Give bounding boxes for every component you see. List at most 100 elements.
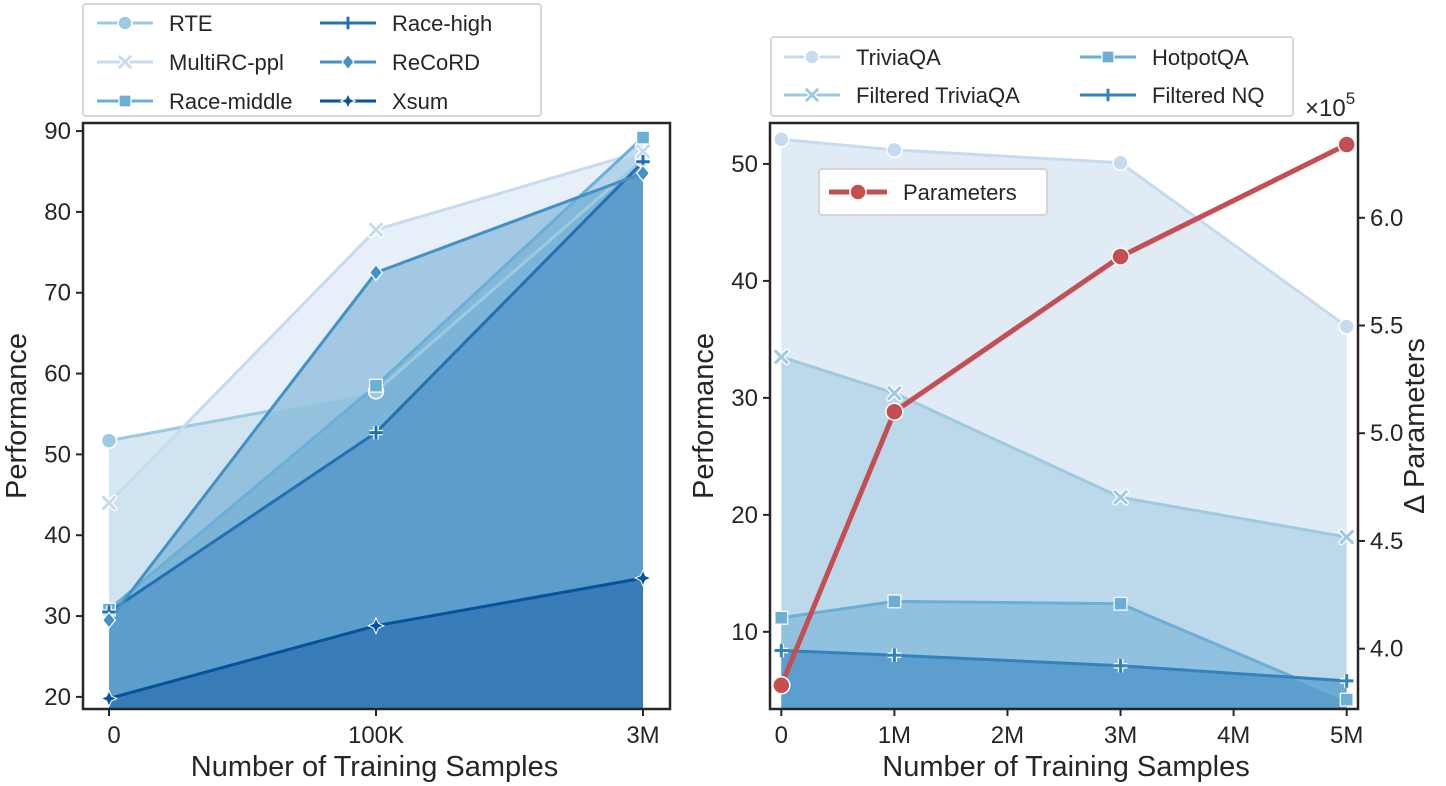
right-marker-filtered-triviaqa-0 (772, 348, 790, 366)
right-xtick-label-5m: 5M (1330, 722, 1363, 749)
left-legend-entry-multirc-ppl: MultiRC-ppl (97, 50, 284, 75)
right-chart: 10 20 30 40 50 4.0 4.5 5.0 5.5 6.0 0 1M 2M 3M 4M 5M Numb… (688, 36, 1431, 783)
right-marker-filtered-nq-3-stroke (1339, 674, 1354, 688)
right-ytick-label-50: 50 (731, 151, 758, 178)
right-marker-parameters-1 (885, 402, 904, 421)
right-parameters-legend: Parameters (818, 168, 1048, 216)
right-line-filtered-nq (781, 649, 1347, 683)
right-marker-parameters-3 (1337, 135, 1356, 154)
right-legend-box (770, 36, 1294, 117)
left-chart: 20 30 40 50 60 70 80 90 0 100K 3M Number of Trainin… (1, 3, 672, 783)
left-area-xsum (109, 578, 643, 709)
right-marker-filtered-nq-1 (887, 648, 902, 662)
left-legend-label-rte: RTE (169, 11, 213, 36)
right-y2-offset-exponent: 5 (1346, 89, 1355, 108)
right-legend-marker-filtered-triviaqa-stroke (805, 88, 819, 102)
right-ytick-label-10: 10 (731, 619, 758, 646)
right-marker-triviaqa-0 (773, 131, 790, 148)
right-y2tick-label-3: 5.5 (1370, 313, 1403, 340)
right-marker-parameters-2 (1111, 247, 1130, 266)
right-legend-marker-parameters (849, 183, 867, 201)
right-parameters-legend-box (818, 168, 1048, 216)
right-legend-entry-filtered-nq: Filtered NQ (1080, 83, 1264, 108)
right-y2-axis-label: Δ Parameters (1399, 338, 1431, 514)
right-marker-hotpotqa-1 (887, 594, 902, 609)
right-marker-filtered-triviaqa-2-stroke (1113, 490, 1128, 505)
left-ytick-label-50: 50 (44, 441, 71, 468)
right-line-filtered-triviaqa (780, 355, 1347, 539)
left-y-axis-label: Performance (1, 333, 33, 499)
right-x-axis-label: Number of Training Samples (882, 751, 1250, 783)
right-marker-triviaqa-2 (1112, 154, 1129, 172)
left-xtick-label-3m: 3M (626, 722, 659, 749)
right-legend-label-hotpotqa: HotpotQA (1152, 45, 1249, 70)
right-marker-filtered-nq-2-stroke (1113, 658, 1128, 673)
left-marker-record-2 (635, 164, 651, 182)
right-marker-triviaqa-3 (1338, 318, 1355, 335)
left-marker-xsum-0 (99, 689, 119, 708)
right-legend-label-parameters: Parameters (903, 180, 1017, 205)
right-legend: TriviaQA Filtered TriviaQA HotpotQA Filtere… (770, 36, 1294, 117)
right-legend-entry-filtered-triviaqa: Filtered TriviaQA (784, 83, 1020, 108)
right-legend-marker-hotpotqa (1101, 50, 1115, 64)
left-marker-multirc-ppl-2-stroke (635, 144, 651, 159)
left-legend-marker-race-high (341, 16, 355, 30)
left-marker-race-high-1 (369, 425, 383, 440)
left-area-record (109, 173, 643, 709)
left-legend-marker-multirc-ppl (117, 54, 133, 70)
right-marker-filtered-triviaqa-1-stroke (887, 386, 902, 401)
left-legend: RTE MultiRC-ppl Race-middle Race-high ReCoRD… (82, 3, 542, 117)
right-marker-hotpotqa-0 (774, 610, 789, 625)
left-marker-multirc-ppl-1 (367, 221, 385, 239)
left-ytick-label-80: 80 (44, 199, 71, 226)
left-xtick-label-100k: 100K (348, 722, 404, 749)
left-ytick-label-90: 90 (44, 118, 71, 145)
left-marker-race-high-1-stroke (369, 425, 383, 440)
right-marker-filtered-nq-3 (1339, 674, 1354, 688)
right-legend-entry-triviaqa: TriviaQA (784, 45, 941, 70)
left-marker-xsum-2 (633, 568, 653, 588)
right-ytick-label-40: 40 (731, 268, 758, 295)
right-ytick-label-30: 30 (731, 385, 758, 412)
right-marker-filtered-nq-2 (1113, 658, 1128, 673)
right-line-triviaqa (781, 137, 1348, 328)
right-plot-frame (768, 121, 1360, 711)
left-marker-race-middle-1 (369, 378, 383, 393)
right-area-filtered-nq (781, 650, 1347, 709)
left-xtick-label-0: 0 (107, 722, 120, 749)
left-legend-label-race-high: Race-high (392, 11, 492, 36)
left-legend-entry-race-middle: Race-middle (97, 89, 293, 114)
right-xtick-label-4m: 4M (1217, 722, 1250, 749)
right-y2-offset-text: ×105 (1305, 89, 1355, 122)
right-y2tick-label-4: 6.0 (1370, 205, 1403, 232)
left-ytick-label-40: 40 (44, 522, 71, 549)
right-line-hotpotqa (781, 599, 1348, 702)
right-y-axis-label: Performance (688, 333, 720, 499)
left-legend-entry-xsum: Xsum (320, 89, 448, 114)
right-legend-label-triviaqa: TriviaQA (856, 45, 941, 70)
left-x-axis-label: Number of Training Samples (191, 751, 559, 783)
left-legend-marker-record (341, 53, 355, 71)
right-marker-parameters-0 (772, 676, 791, 695)
right-marker-filtered-triviaqa-3 (1338, 528, 1356, 546)
right-y2tick-label-0: 4.0 (1370, 636, 1403, 663)
right-marker-filtered-triviaqa-0-stroke (774, 349, 789, 365)
right-legend-marker-filtered-triviaqa (804, 87, 820, 103)
left-legend-box (82, 3, 542, 117)
left-ytick-label-20: 20 (44, 684, 71, 711)
left-marker-race-middle-2 (636, 130, 650, 145)
left-legend-label-race-middle: Race-middle (169, 89, 293, 114)
right-xtick-label-3m: 3M (1104, 722, 1137, 749)
right-marker-filtered-triviaqa-2 (1112, 488, 1129, 506)
right-legend-label-filtered-nq: Filtered NQ (1152, 83, 1264, 108)
right-marker-filtered-nq-0-stroke (774, 643, 789, 658)
right-legend-marker-filtered-nq (1101, 88, 1115, 102)
left-legend-label-record: ReCoRD (392, 50, 480, 75)
right-marker-filtered-triviaqa-1 (886, 384, 903, 402)
left-area-race-middle (109, 137, 643, 710)
right-marker-filtered-nq-1-stroke (887, 648, 902, 662)
right-legend-entry-parameters: Parameters (829, 180, 1017, 205)
left-marker-xsum-1 (366, 616, 386, 635)
left-ytick-label-30: 30 (44, 603, 71, 630)
